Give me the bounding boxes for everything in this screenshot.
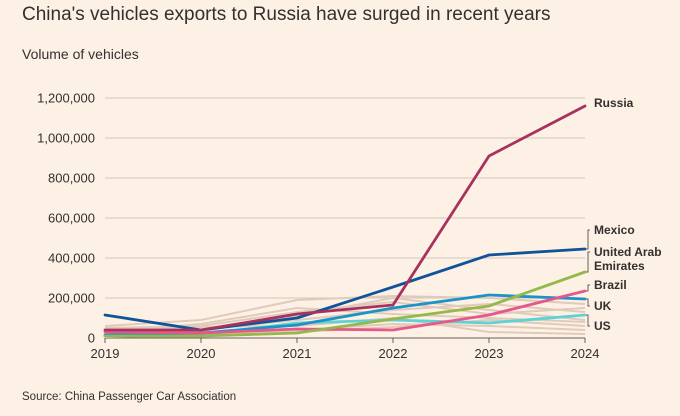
- series-end-label: UK: [594, 299, 612, 313]
- y-tick-label: 200,000: [48, 291, 95, 306]
- label-leader: [586, 229, 590, 250]
- background-series-line: [104, 307, 586, 333]
- x-tick-label: 2021: [283, 346, 312, 361]
- x-tick-label: 2020: [187, 346, 216, 361]
- series-end-label: US: [594, 319, 611, 333]
- y-tick-label: 800,000: [48, 171, 95, 186]
- series-end-label: Brazil: [594, 278, 627, 292]
- chart-title: China's vehicles exports to Russia have …: [22, 4, 551, 25]
- y-tick-label: 600,000: [48, 211, 95, 226]
- series-end-label: Mexico: [594, 223, 635, 237]
- x-tick-label: 2023: [475, 346, 504, 361]
- series-line-russia: [103, 104, 587, 332]
- label-leader: [586, 314, 590, 327]
- y-tick-label: 0: [88, 331, 95, 346]
- y-tick-label: 400,000: [48, 251, 95, 266]
- y-axis-label: Volume of vehicles: [22, 46, 139, 62]
- y-tick-label: 1,200,000: [37, 91, 95, 106]
- label-leader: [586, 284, 590, 292]
- series-line-brazil: [103, 289, 587, 335]
- series-end-label: Russia: [594, 96, 634, 110]
- x-tick-label: 2022: [379, 346, 408, 361]
- x-tick-label: 2024: [571, 346, 600, 361]
- source-note: Source: China Passenger Car Association: [22, 391, 237, 403]
- x-tick-label: 2019: [91, 346, 120, 361]
- label-leader: [586, 298, 590, 307]
- series-line-united-arab-emirates: [103, 270, 587, 338]
- series-line-mexico: [103, 247, 587, 332]
- series-end-label: United Arab: [594, 245, 662, 259]
- y-tick-label: 1,000,000: [37, 131, 95, 146]
- series-end-label: Emirates: [594, 259, 645, 273]
- label-leader: [586, 251, 590, 273]
